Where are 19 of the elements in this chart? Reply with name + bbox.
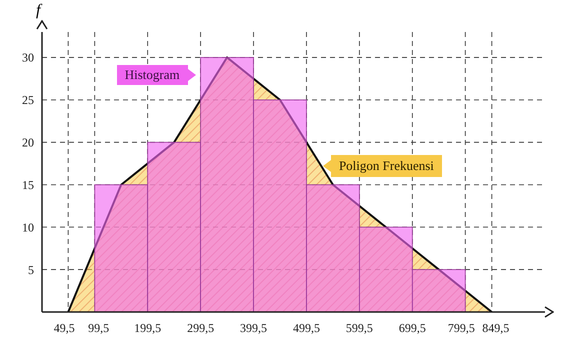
x-tick-label: 299,5 (187, 321, 214, 335)
y-tick-label: 20 (22, 136, 34, 150)
x-tick-label: 699,5 (398, 321, 426, 335)
series-label: Histogram (116, 65, 188, 86)
x-tick-label: 799,5 (448, 321, 475, 335)
x-tick-label: 849,5 (482, 321, 510, 335)
y-tick-label: 25 (22, 93, 34, 108)
y-tick-label: 30 (22, 50, 34, 65)
y-tick-label: 15 (22, 178, 34, 192)
y-axis-title: f (36, 2, 40, 20)
x-tick-label: 49,5 (54, 321, 75, 335)
x-tick-label: 399,5 (240, 321, 268, 335)
x-tick-label: 99,5 (88, 321, 110, 335)
y-tick-label: 10 (22, 220, 34, 234)
x-tick-label: 199,5 (134, 321, 162, 335)
x-tick-label: 499,5 (292, 321, 320, 335)
series-label: Poligon Frekuensi (330, 154, 442, 177)
x-tick-label: 599,5 (346, 321, 373, 335)
y-tick-label: 5 (28, 262, 34, 277)
